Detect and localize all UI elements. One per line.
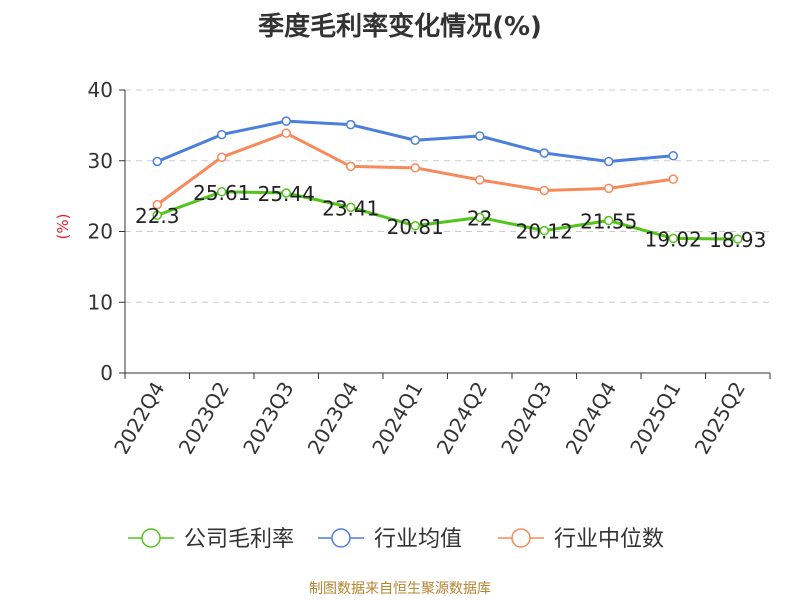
- x-tick-label: 2024Q4: [561, 378, 621, 459]
- data-point: [668, 151, 678, 161]
- y-axis-label: (%): [54, 214, 72, 240]
- legend-label: 行业中位数: [554, 527, 664, 552]
- data-point: [152, 199, 162, 210]
- data-label: 21.55: [580, 210, 637, 234]
- data-label: 20.81: [387, 215, 444, 239]
- data-point: [475, 175, 485, 185]
- data-label: 20.12: [516, 220, 573, 244]
- data-point: [281, 116, 291, 126]
- y-tick-label: 20: [88, 220, 113, 244]
- data-label: 22.3: [135, 204, 180, 228]
- x-tick-label: 2023Q2: [174, 378, 234, 459]
- data-label: 25.61: [193, 181, 250, 205]
- data-point: [475, 131, 485, 141]
- legend-marker: [331, 528, 351, 548]
- y-tick-label: 10: [88, 290, 113, 314]
- data-point: [410, 163, 420, 173]
- x-tick-label: 2022Q4: [109, 378, 169, 459]
- x-tick-label: 2025Q2: [690, 378, 750, 459]
- data-point: [152, 210, 162, 220]
- series-line: [156, 190, 738, 241]
- x-tick-label: 2024Q1: [367, 378, 427, 459]
- data-point: [281, 128, 291, 138]
- data-point: [217, 187, 227, 197]
- data-point: [410, 221, 420, 231]
- data-point: [668, 174, 678, 184]
- data-label: 22: [467, 206, 492, 230]
- data-point: [346, 161, 356, 172]
- source-note: 制图数据来自恒生聚源数据库: [309, 581, 491, 597]
- data-point: [152, 156, 162, 167]
- data-point: [217, 152, 227, 162]
- data-point: [346, 119, 356, 130]
- x-tick-label: 2024Q3: [496, 378, 556, 459]
- x-tick-label: 2023Q4: [303, 378, 363, 459]
- data-point: [668, 233, 678, 244]
- legend-marker: [141, 528, 161, 548]
- y-tick-label: 0: [100, 361, 113, 385]
- data-point: [539, 225, 549, 236]
- data-point: [604, 183, 614, 194]
- x-tick-label: 2023Q3: [238, 378, 298, 459]
- legend-label: 公司毛利率: [184, 527, 294, 552]
- x-tick-label: 2025Q1: [625, 378, 685, 459]
- data-point: [539, 148, 549, 158]
- legend-label: 行业均值: [374, 527, 462, 552]
- data-label: 19.02: [645, 227, 702, 251]
- data-point: [604, 156, 614, 167]
- data-point: [539, 185, 549, 196]
- data-point: [475, 212, 485, 223]
- data-point: [733, 234, 743, 244]
- data-point: [346, 202, 356, 213]
- data-point: [217, 129, 227, 140]
- y-tick-label: 40: [88, 78, 113, 102]
- data-point: [410, 135, 420, 145]
- legend-marker: [511, 528, 531, 548]
- y-tick-label: 30: [88, 149, 113, 173]
- data-point: [281, 188, 291, 198]
- x-tick-label: 2024Q2: [432, 378, 492, 459]
- data-label: 18.93: [709, 228, 766, 252]
- chart-title: 季度毛利率变化情况(%): [258, 12, 542, 42]
- data-label: 25.44: [258, 182, 315, 206]
- data-point: [604, 215, 614, 226]
- data-label: 23.41: [322, 196, 379, 220]
